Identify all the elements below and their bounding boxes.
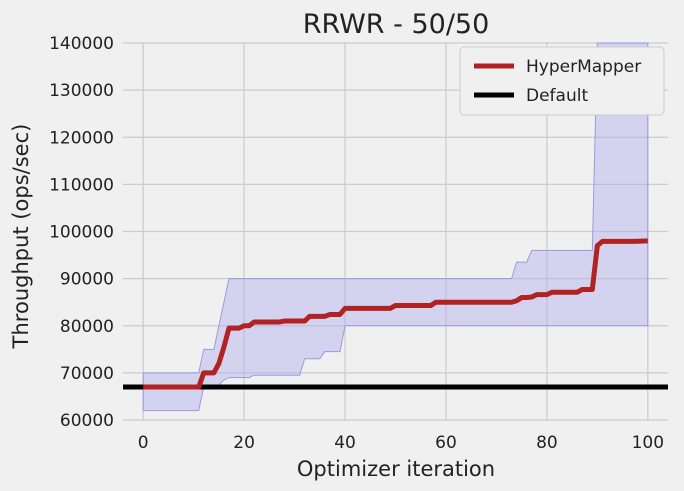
y-tick-label-7: 130000	[49, 81, 114, 101]
y-tick-label-6: 120000	[49, 128, 114, 148]
series-line-hypermapper	[143, 238, 648, 390]
legend: HyperMapper Default	[459, 46, 665, 116]
x-tick-label-1: 20	[233, 433, 255, 453]
legend-label-default: Default	[526, 86, 588, 106]
y-tick-label-5: 110000	[49, 175, 114, 195]
x-tick-label-2: 40	[334, 433, 356, 453]
y-tick-label-3: 90000	[60, 270, 114, 290]
x-tick-label-4: 80	[536, 433, 558, 453]
hypermapper-confidence-band	[142, 42, 649, 412]
series-lines	[123, 238, 668, 390]
y-tick-label-0: 60000	[60, 411, 114, 431]
y-axis-label: Throughput (ops/sec)	[9, 124, 33, 350]
y-tick-label-4: 100000	[49, 223, 114, 243]
y-tick-label-2: 80000	[60, 317, 114, 337]
x-tick-label-0: 0	[138, 433, 149, 453]
y-tick-label-8: 140000	[49, 34, 114, 54]
x-tick-label-3: 60	[435, 433, 457, 453]
chart-title: RRWR - 50/50	[303, 9, 490, 40]
y-tick-labels: 60000 70000 80000 90000 100000 110000 120000 13…	[49, 34, 114, 431]
legend-label-hypermapper: HyperMapper	[526, 57, 641, 77]
x-tick-labels: 0 20 40 60 80 100	[138, 433, 664, 453]
x-axis-label: Optimizer iteration	[297, 457, 495, 481]
x-tick-label-5: 100	[632, 433, 664, 453]
y-tick-label-1: 70000	[60, 364, 114, 384]
